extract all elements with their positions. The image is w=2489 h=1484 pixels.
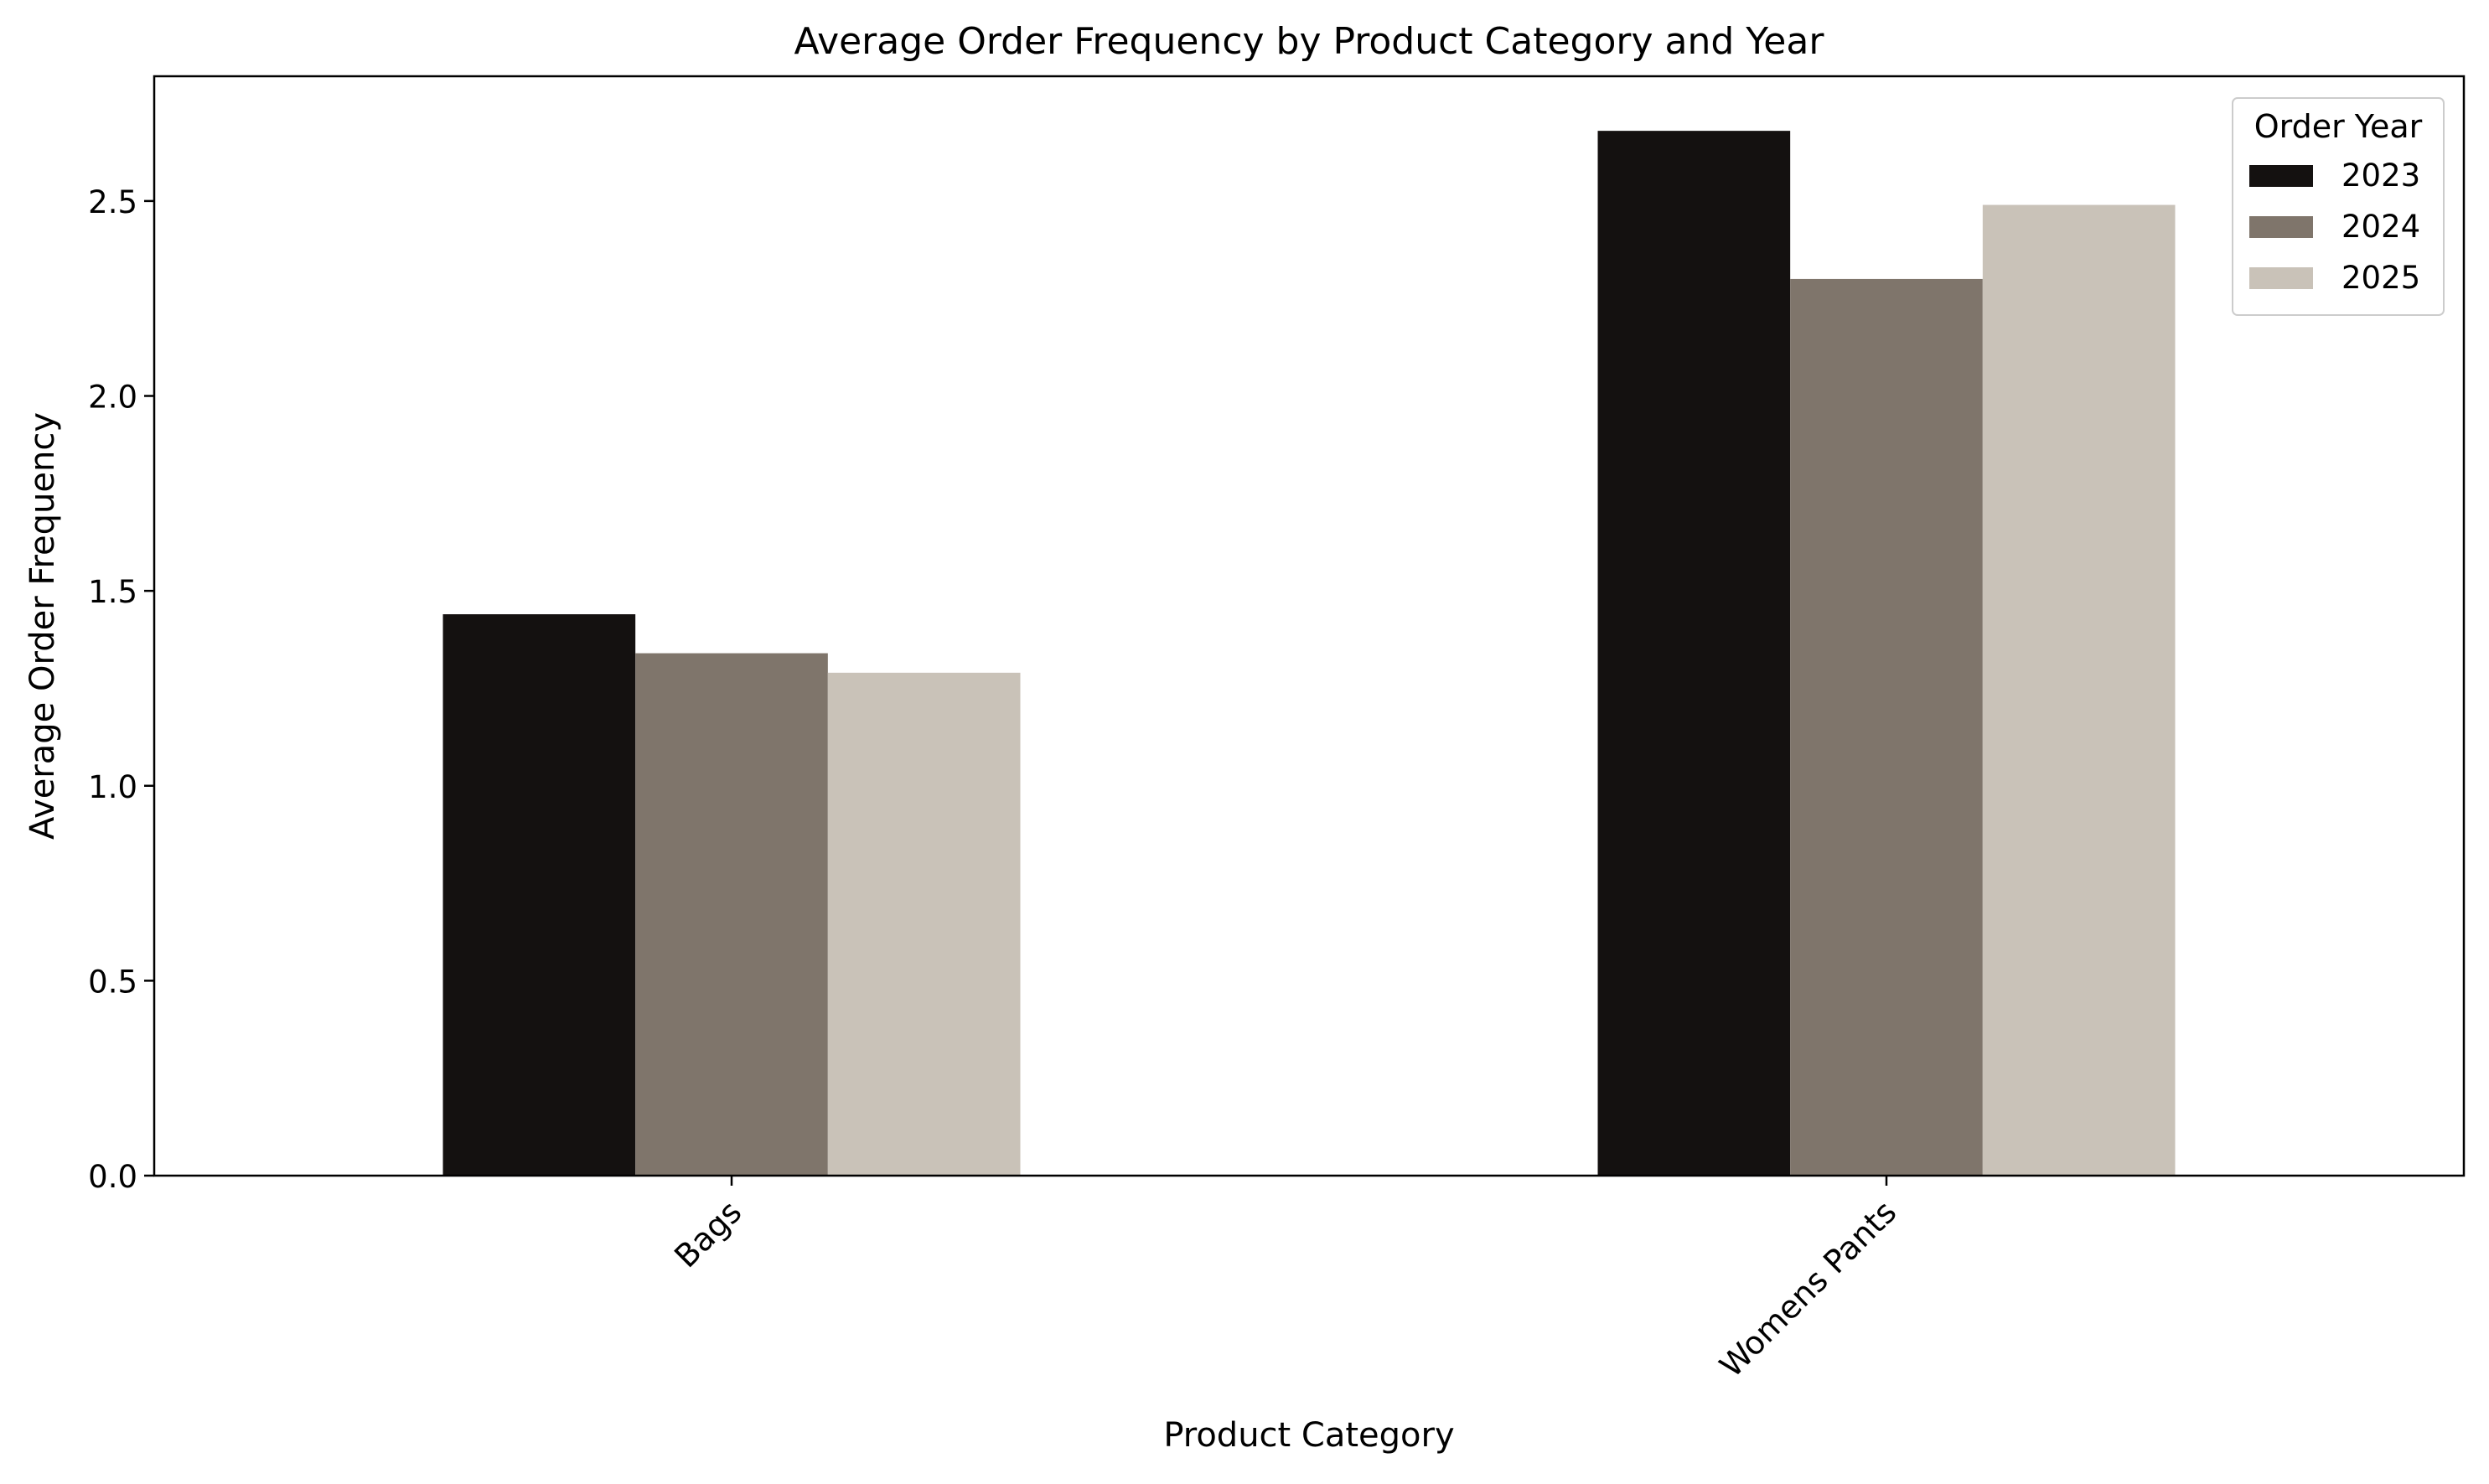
y-axis-ticks: 0.0 0.5 1.0 1.5 2.0 2.5 [88, 184, 154, 1195]
y-tick-label: 1.0 [88, 769, 137, 805]
bar-2025-bags [827, 672, 1021, 1176]
legend-label-2023: 2023 [2342, 158, 2420, 194]
y-axis-label: Average Order Frequency [23, 412, 62, 840]
legend-swatch-2024 [2249, 216, 2313, 238]
plot-frame [153, 75, 2466, 1177]
y-tick-label: 1.5 [88, 574, 137, 610]
legend-label-2024: 2024 [2342, 209, 2420, 245]
y-tick-label: 2.0 [88, 380, 137, 416]
bar-2025-womens-pants [1982, 204, 2176, 1176]
bar-2024-bags [635, 653, 828, 1176]
bar-2023-womens-pants [1597, 131, 1791, 1176]
legend-swatch-2023 [2249, 165, 2313, 187]
legend-box [2232, 97, 2445, 316]
bar-2023-bags [442, 614, 636, 1176]
legend-swatch-2025 [2249, 267, 2313, 289]
legend-title: Order Year [2254, 108, 2423, 145]
y-tick-label: 0.5 [88, 964, 137, 1000]
y-tick-label: 2.5 [88, 184, 137, 220]
chart-title: Average Order Frequency by Product Categ… [794, 20, 1825, 63]
bars-layer [442, 131, 2176, 1176]
legend-label-2025: 2025 [2342, 260, 2420, 296]
bar-2024-womens-pants [1790, 278, 1983, 1176]
axes-layer [153, 75, 2466, 1177]
x-axis-label: Product Category [1163, 1416, 1454, 1455]
legend-items: 2023 2024 2025 [2249, 158, 2420, 296]
legend: Order Year 2023 2024 2025 [2232, 97, 2445, 316]
y-tick-label: 0.0 [88, 1159, 137, 1195]
